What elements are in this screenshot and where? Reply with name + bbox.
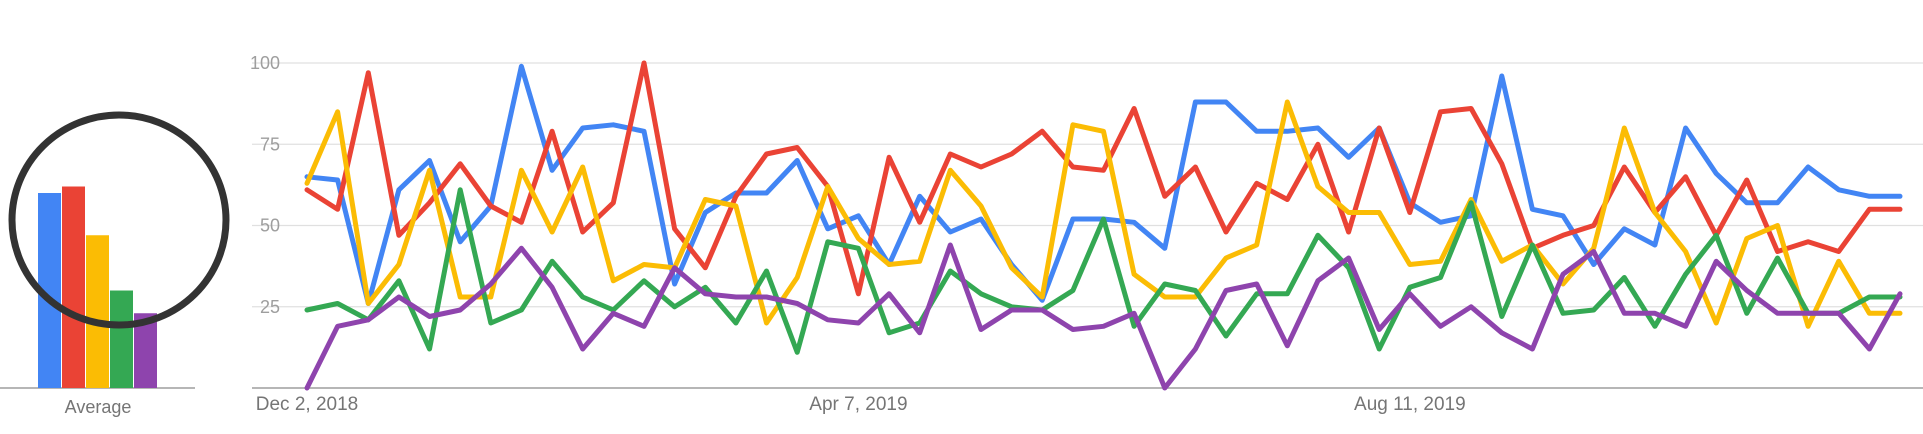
x-tick-label: Dec 2, 2018: [256, 394, 358, 415]
average-bar-chart: Average: [0, 111, 230, 417]
average-bar-3: [86, 235, 109, 388]
average-label: Average: [65, 397, 132, 417]
x-tick-label: Apr 7, 2019: [809, 394, 907, 415]
y-tick-label: 75: [260, 134, 280, 154]
highlight-circle-annotation: [8, 111, 230, 329]
y-tick-labels: 25 50 75 100: [250, 53, 280, 317]
average-bar-5: [134, 313, 157, 388]
average-bars: [38, 186, 157, 388]
average-bar-2: [62, 186, 85, 388]
y-tick-label: 50: [260, 216, 280, 236]
x-tick-label: Aug 11, 2019: [1354, 394, 1466, 415]
x-tick-labels: Dec 2, 2018 Apr 7, 2019 Aug 11, 2019: [256, 394, 1466, 415]
grid-lines: [252, 62, 1923, 389]
y-tick-label: 100: [250, 53, 280, 73]
y-tick-label: 25: [260, 297, 280, 317]
average-bar-1: [38, 193, 61, 388]
line-chart: 25 50 75 100 Dec 2, 2018 Apr 7, 2019 Aug 11, …: [250, 53, 1923, 415]
series-line-4: [304, 187, 1903, 355]
series-lines: [304, 60, 1903, 391]
series-line-5: [304, 242, 1903, 391]
series-line-3: [304, 99, 1903, 329]
series-line-2: [304, 60, 1903, 297]
average-bar-4: [110, 290, 133, 388]
